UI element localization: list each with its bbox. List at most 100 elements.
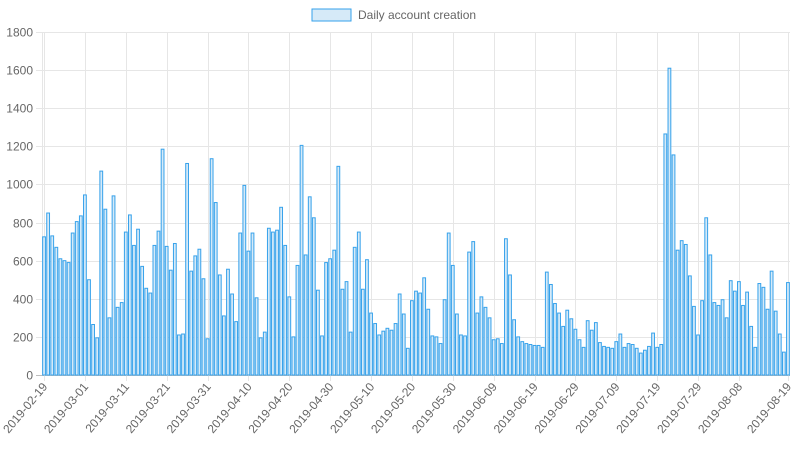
bar[interactable] [434,336,439,376]
bar[interactable] [708,254,713,376]
bar[interactable] [148,292,153,376]
bar[interactable] [483,306,488,376]
bar[interactable] [446,232,451,376]
bar[interactable] [217,274,222,376]
bar[interactable] [99,170,104,376]
bar[interactable] [62,260,67,376]
bar[interactable] [307,196,312,376]
bar[interactable] [58,258,63,376]
bar[interactable] [226,268,230,376]
bar[interactable] [643,349,647,376]
bar[interactable] [262,331,267,376]
bar[interactable] [773,310,778,376]
bar[interactable] [201,278,206,376]
bar[interactable] [471,241,476,376]
bar[interactable] [401,313,406,376]
bar[interactable] [132,244,136,376]
bar[interactable] [115,306,120,376]
bar[interactable] [728,280,733,376]
bar[interactable] [561,325,566,376]
bar[interactable] [287,296,292,376]
bar[interactable] [140,265,145,376]
bar[interactable] [495,338,500,376]
bar[interactable] [749,325,754,376]
bar[interactable] [103,208,108,376]
bar[interactable] [311,217,316,376]
bar[interactable] [70,232,75,376]
bar[interactable] [389,329,394,376]
bar[interactable] [127,214,132,376]
bar[interactable] [626,343,631,376]
bar[interactable] [544,271,549,376]
bar[interactable] [549,283,553,376]
legend[interactable]: Daily account creation [311,8,476,22]
bar[interactable] [520,341,525,376]
bar[interactable] [197,248,202,376]
bar[interactable] [450,264,455,376]
bar[interactable] [659,344,664,376]
bar[interactable] [356,231,361,376]
bar[interactable] [577,339,582,376]
bar[interactable] [340,288,345,376]
bar[interactable] [164,245,169,376]
bar[interactable] [91,324,95,376]
legend-swatch[interactable] [311,8,352,22]
bar[interactable] [275,229,279,376]
bar[interactable] [692,305,696,376]
bar[interactable] [737,281,741,376]
bar[interactable] [360,288,365,376]
bar[interactable] [696,334,700,376]
bar[interactable] [316,289,320,376]
bar[interactable] [336,165,341,376]
bar[interactable] [54,246,59,376]
bar[interactable] [397,293,402,376]
bar[interactable] [332,249,337,376]
bar[interactable] [712,302,717,376]
bar[interactable] [209,158,214,376]
bar[interactable] [271,231,275,376]
bar[interactable] [454,313,459,376]
bar[interactable] [634,347,639,376]
bar[interactable] [573,328,578,376]
bar[interactable] [377,334,382,376]
bar[interactable] [136,228,140,376]
bar[interactable] [463,335,467,376]
bar[interactable] [569,318,574,376]
bar[interactable] [540,346,545,376]
bar[interactable] [716,304,721,376]
bar[interactable] [422,277,427,376]
bar[interactable] [675,249,680,376]
bar[interactable] [168,269,173,376]
bar[interactable] [769,270,774,376]
bar[interactable] [732,290,737,376]
bar[interactable] [581,346,586,376]
bar[interactable] [516,336,521,376]
bar[interactable] [557,312,561,376]
bar[interactable] [258,337,263,376]
bar[interactable] [781,351,786,376]
bar[interactable] [700,300,705,376]
bar[interactable] [459,334,463,376]
bar[interactable] [655,346,660,376]
bar[interactable] [373,323,378,376]
bar[interactable] [618,333,623,376]
bar[interactable] [720,299,725,376]
bar[interactable] [524,343,529,376]
bar[interactable] [426,308,431,376]
bar[interactable] [565,309,570,376]
bar[interactable] [475,312,480,376]
bar[interactable] [724,317,729,376]
bar[interactable] [667,67,672,376]
bar[interactable] [222,315,226,376]
bar[interactable] [757,283,762,376]
bar[interactable] [46,212,51,376]
bar[interactable] [683,243,688,376]
bar[interactable] [152,244,157,376]
bar[interactable] [553,303,557,376]
bar[interactable] [123,231,128,376]
bar[interactable] [230,293,234,376]
bar[interactable] [295,264,300,376]
bar[interactable] [499,343,504,376]
bar[interactable] [410,300,414,376]
bar[interactable] [467,251,472,376]
